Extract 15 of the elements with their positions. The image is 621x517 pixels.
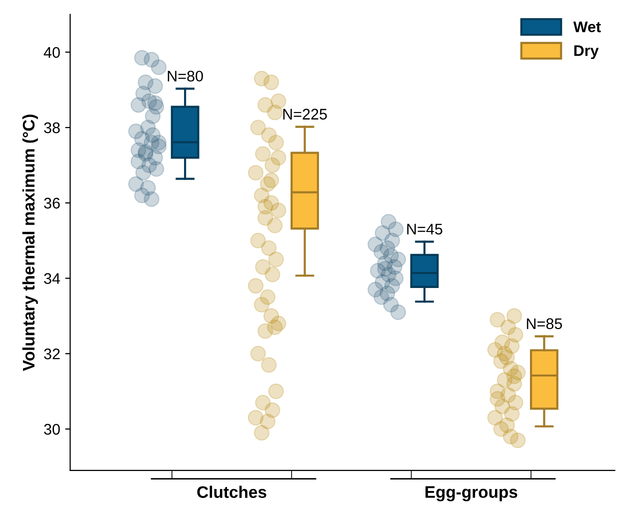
annotation: N=80 xyxy=(168,70,203,82)
y-axis-title: Voluntary thermal maximum (°C) xyxy=(22,114,38,372)
y-tick-label: 34 xyxy=(44,273,60,284)
y-tick-label: 36 xyxy=(44,198,60,209)
legend-label: Dry xyxy=(574,45,599,60)
y-tick-label: 30 xyxy=(44,424,60,435)
annotation: N=85 xyxy=(526,318,562,330)
legend-label: Wet xyxy=(573,22,601,32)
annotation: N=225 xyxy=(283,108,327,120)
x-tick-label: Egg-groups xyxy=(426,486,518,502)
y-tick-label: 40 xyxy=(44,47,60,58)
annotation: N=45 xyxy=(407,224,442,235)
y-tick-label: 38 xyxy=(44,122,60,134)
x-tick-label: Clutches xyxy=(197,486,266,498)
y-tick-label: 32 xyxy=(44,348,60,360)
